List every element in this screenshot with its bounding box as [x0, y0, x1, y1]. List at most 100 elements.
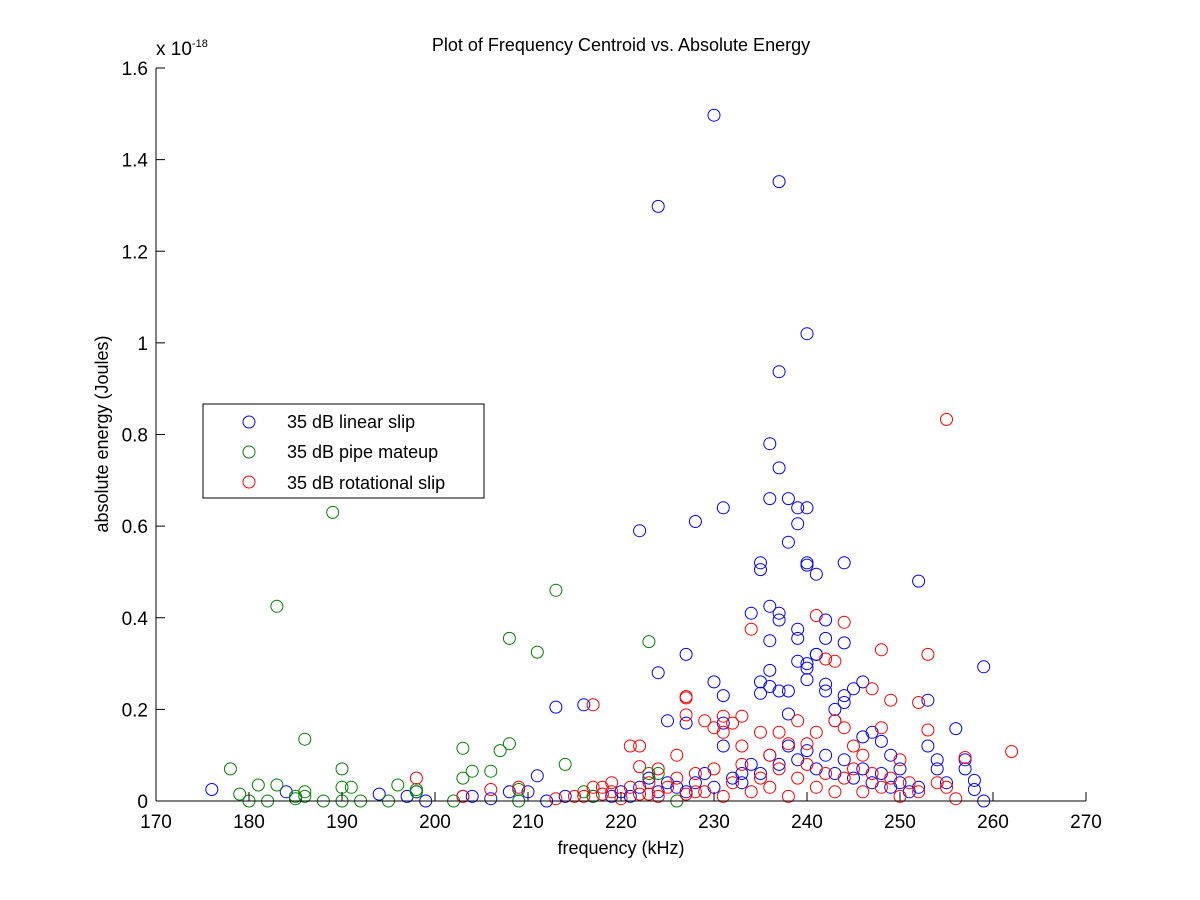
data-point-35-db-linear-slip [800, 673, 814, 687]
data-point-35-db-rotational-slip [940, 780, 953, 794]
data-point-35-db-rotational-slip [874, 721, 888, 735]
y-tick-label: 1.4 [122, 151, 149, 172]
data-point-35-db-rotational-slip [893, 753, 907, 767]
data-point-35-db-rotational-slip [735, 709, 749, 723]
data-point-35-db-linear-slip [772, 175, 786, 189]
x-tick-label: 180 [233, 812, 265, 833]
data-point-35-db-linear-slip [754, 556, 767, 570]
legend-box [202, 403, 485, 499]
data-point-35-db-rotational-slip [670, 748, 684, 762]
data-point-35-db-linear-slip [772, 606, 786, 620]
x-tick-label: 240 [791, 812, 823, 833]
x-tick-label: 220 [605, 812, 637, 833]
data-point-35-db-rotational-slip [837, 615, 851, 629]
data-point-35-db-linear-slip [763, 492, 777, 506]
data-point-35-db-rotational-slip [661, 780, 674, 794]
data-point-35-db-pipe-mateup [502, 631, 516, 645]
data-point-35-db-rotational-slip [884, 693, 898, 707]
data-point-35-db-linear-slip [837, 556, 851, 570]
data-point-35-db-pipe-mateup [530, 645, 544, 659]
data-point-35-db-linear-slip [781, 492, 795, 506]
data-point-35-db-linear-slip [837, 753, 851, 767]
data-point-35-db-rotational-slip [716, 789, 730, 803]
y-tick-label: 0.2 [122, 700, 148, 721]
data-point-35-db-rotational-slip [484, 783, 498, 796]
data-point-35-db-rotational-slip [837, 721, 851, 735]
data-point-35-db-linear-slip [754, 686, 767, 700]
y-multiplier-exponent: -18 [192, 38, 208, 50]
data-point-35-db-linear-slip [679, 647, 693, 661]
data-point-35-db-linear-slip [679, 716, 693, 730]
data-point-35-db-linear-slip [837, 696, 851, 709]
data-point-35-db-linear-slip [781, 684, 795, 698]
data-point-35-db-linear-slip [958, 762, 972, 776]
data-point-35-db-rotational-slip [623, 780, 637, 794]
data-point-35-db-pipe-mateup [298, 785, 312, 799]
data-point-35-db-pipe-mateup [642, 635, 656, 649]
data-point-35-db-rotational-slip [633, 787, 647, 801]
x-tick-label: 270 [1070, 812, 1102, 833]
data-point-35-db-rotational-slip [754, 771, 767, 785]
data-point-35-db-pipe-mateup [493, 744, 507, 758]
data-point-35-db-rotational-slip [586, 780, 600, 794]
data-point-35-db-linear-slip [977, 660, 991, 674]
data-point-35-db-rotational-slip [707, 762, 721, 776]
data-point-35-db-rotational-slip [670, 771, 684, 785]
data-point-35-db-rotational-slip [642, 776, 656, 790]
data-point-35-db-linear-slip [930, 753, 944, 767]
data-point-35-db-rotational-slip [772, 725, 786, 739]
data-point-35-db-linear-slip [828, 702, 842, 716]
data-point-35-db-pipe-mateup [558, 757, 572, 771]
data-point-35-db-rotational-slip [623, 739, 637, 753]
data-point-35-db-rotational-slip [828, 785, 842, 799]
legend-marker-rotational-slip [242, 475, 256, 489]
data-point-35-db-rotational-slip [856, 748, 870, 762]
data-point-35-db-linear-slip [558, 789, 572, 803]
data-point-35-db-linear-slip [837, 689, 851, 703]
data-point-35-db-linear-slip [716, 689, 730, 703]
data-point-35-db-rotational-slip [791, 771, 805, 785]
data-point-35-db-linear-slip [205, 783, 219, 796]
data-point-35-db-linear-slip [819, 631, 833, 645]
data-point-35-db-linear-slip [651, 666, 665, 680]
data-point-35-db-linear-slip [791, 517, 805, 531]
data-point-35-db-linear-slip [549, 700, 563, 714]
y-ticks: 0 0.2 0.4 0.6 0.8 1 1.2 1.4 1.6 [122, 59, 165, 813]
legend-label-pipe-mateup: 35 dB pipe mateup [287, 442, 438, 462]
data-point-35-db-linear-slip [661, 714, 674, 728]
x-tick-label: 230 [698, 812, 730, 833]
data-point-35-db-pipe-mateup [223, 762, 237, 776]
data-point-35-db-pipe-mateup [335, 762, 349, 776]
data-point-35-db-linear-slip [912, 574, 926, 588]
data-point-35-db-rotational-slip [651, 762, 665, 776]
data-point-35-db-linear-slip [800, 558, 814, 572]
data-point-35-db-rotational-slip [1005, 745, 1019, 758]
data-point-35-db-rotational-slip [809, 780, 823, 794]
data-point-35-db-linear-slip [484, 792, 498, 806]
y-axis-label: absolute energy (Joules) [92, 335, 112, 532]
x-tick-label: 190 [326, 812, 358, 833]
data-point-35-db-linear-slip [744, 757, 758, 771]
x-tick-label: 250 [884, 812, 916, 833]
legend-marker-linear-slip [242, 415, 256, 429]
data-point-35-db-linear-slip [651, 199, 665, 213]
x-tick-label: 210 [512, 812, 544, 833]
data-point-35-db-linear-slip [754, 563, 767, 577]
data-point-35-db-rotational-slip [633, 739, 647, 753]
data-point-35-db-rotational-slip [763, 748, 777, 762]
data-point-35-db-linear-slip [893, 762, 907, 776]
data-point-35-db-rotational-slip [633, 760, 647, 774]
data-point-35-db-rotational-slip [698, 785, 712, 799]
data-point-35-db-rotational-slip [819, 652, 833, 666]
data-point-35-db-linear-slip [791, 622, 805, 636]
data-point-35-db-rotational-slip [809, 725, 823, 739]
data-point-35-db-linear-slip [800, 657, 814, 671]
data-point-35-db-rotational-slip [726, 716, 740, 730]
data-point-35-db-linear-slip [837, 636, 851, 650]
data-point-35-db-rotational-slip [726, 776, 740, 790]
data-point-35-db-rotational-slip [735, 739, 749, 753]
data-point-35-db-rotational-slip [800, 757, 814, 771]
data-point-35-db-linear-slip [763, 663, 777, 677]
